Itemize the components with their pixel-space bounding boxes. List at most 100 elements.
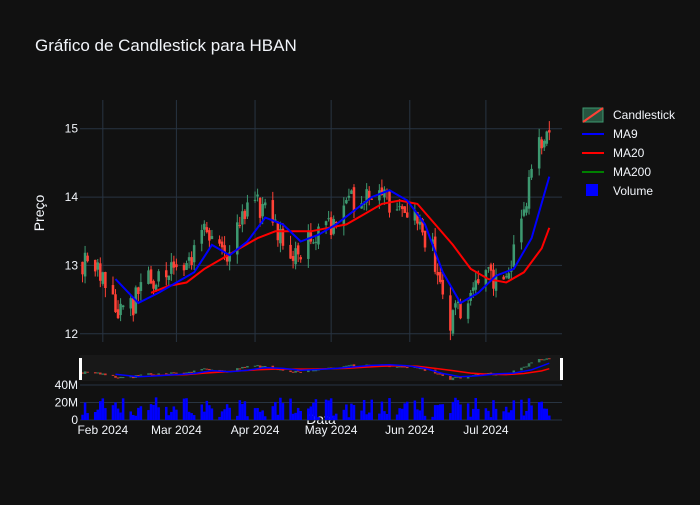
candle bbox=[187, 252, 191, 269]
candle bbox=[400, 204, 404, 217]
slider-candle bbox=[454, 376, 457, 378]
range-slider[interactable] bbox=[79, 355, 563, 381]
volume-bar bbox=[147, 410, 150, 420]
candle-body bbox=[504, 276, 508, 278]
slider-candle bbox=[157, 373, 160, 375]
candle bbox=[114, 289, 117, 313]
candle bbox=[520, 209, 523, 250]
candle-body bbox=[416, 212, 419, 224]
volume-bar bbox=[477, 408, 480, 420]
slider-candle bbox=[520, 367, 523, 371]
candle bbox=[236, 214, 239, 264]
slider-candle bbox=[172, 372, 176, 374]
y-tick-label: 15 bbox=[65, 122, 79, 136]
slider-candle bbox=[347, 365, 351, 367]
candle-body bbox=[261, 203, 264, 217]
candle bbox=[329, 211, 333, 240]
volume-bar bbox=[236, 415, 239, 420]
candle-body bbox=[149, 269, 153, 284]
candle bbox=[289, 235, 292, 259]
slider-candle bbox=[291, 371, 295, 373]
slider-candle bbox=[350, 364, 353, 366]
volume-bar bbox=[279, 397, 282, 420]
volume-bar bbox=[400, 408, 404, 420]
volume-bar bbox=[299, 410, 302, 420]
volume-bar bbox=[474, 398, 478, 420]
candle-body bbox=[489, 264, 493, 271]
volume-bar bbox=[137, 407, 140, 420]
candle bbox=[494, 268, 498, 298]
volume-bar bbox=[395, 414, 399, 420]
candle bbox=[527, 170, 531, 215]
legend-item-volume[interactable]: Volume bbox=[586, 184, 653, 198]
volume-bar bbox=[238, 400, 242, 420]
candle-body bbox=[421, 219, 424, 233]
volume-bar bbox=[218, 416, 221, 420]
legend-label-ma20: MA20 bbox=[613, 146, 645, 160]
legend-item-ma200[interactable]: MA200 bbox=[582, 165, 651, 179]
candle bbox=[436, 263, 439, 285]
range-slider-right-handle[interactable] bbox=[560, 358, 563, 380]
candle bbox=[129, 294, 133, 317]
candle-body bbox=[86, 255, 89, 262]
candle bbox=[228, 245, 231, 271]
candle-body bbox=[246, 202, 249, 217]
candle bbox=[365, 183, 368, 211]
candle-body bbox=[256, 194, 259, 197]
ma9-line bbox=[114, 176, 551, 305]
candle bbox=[347, 188, 351, 201]
candle bbox=[487, 266, 490, 273]
volume-bar bbox=[185, 398, 188, 420]
candle-body bbox=[537, 137, 541, 169]
candle-body bbox=[438, 272, 442, 282]
legend-item-candlestick[interactable]: Candlestick bbox=[582, 107, 676, 123]
volume-bar bbox=[484, 408, 488, 420]
volume-bar bbox=[471, 408, 475, 420]
legend-item-ma20[interactable]: MA20 bbox=[582, 146, 645, 160]
candle-body bbox=[253, 199, 257, 201]
candle-body bbox=[459, 303, 462, 319]
candle bbox=[116, 300, 120, 320]
candle bbox=[504, 273, 508, 279]
candle bbox=[167, 275, 171, 287]
slider-candle bbox=[203, 368, 206, 370]
y-tick-label: 14 bbox=[65, 190, 79, 204]
candle bbox=[157, 269, 160, 287]
candle-body bbox=[365, 189, 368, 203]
volume-bar bbox=[327, 400, 330, 420]
candle bbox=[218, 235, 221, 247]
slider-candle bbox=[345, 365, 348, 367]
candle bbox=[175, 258, 178, 271]
volume-tick-label: 40M bbox=[55, 378, 78, 392]
volume-bar bbox=[294, 412, 297, 420]
candle-body bbox=[182, 264, 186, 271]
volume-bar bbox=[225, 404, 229, 420]
slider-candle bbox=[477, 374, 480, 376]
volume-bar bbox=[291, 413, 295, 420]
candle bbox=[291, 250, 295, 269]
candle-body bbox=[164, 270, 168, 278]
volume-bar bbox=[101, 398, 105, 420]
slider-candle bbox=[104, 373, 107, 376]
legend-item-ma9[interactable]: MA9 bbox=[582, 127, 638, 141]
candle bbox=[274, 214, 277, 222]
volume-bar bbox=[314, 399, 318, 420]
candle-body bbox=[494, 275, 498, 291]
slider-candle bbox=[185, 372, 188, 374]
volume-bar bbox=[83, 402, 87, 420]
volume-bar bbox=[274, 401, 277, 420]
volume-bar bbox=[307, 408, 310, 420]
candle bbox=[314, 236, 318, 251]
volume-bar bbox=[317, 417, 320, 420]
volume-bar bbox=[228, 407, 231, 420]
candle-body bbox=[205, 227, 209, 233]
volume-bar bbox=[220, 411, 224, 420]
candle-body bbox=[203, 223, 206, 230]
slider-candle bbox=[289, 370, 292, 373]
candle bbox=[99, 257, 102, 288]
slider-candle bbox=[147, 373, 150, 375]
range-slider-track[interactable] bbox=[80, 355, 562, 381]
candle bbox=[279, 221, 282, 253]
slider-candle bbox=[537, 358, 541, 363]
range-slider-left-handle[interactable] bbox=[79, 358, 82, 380]
